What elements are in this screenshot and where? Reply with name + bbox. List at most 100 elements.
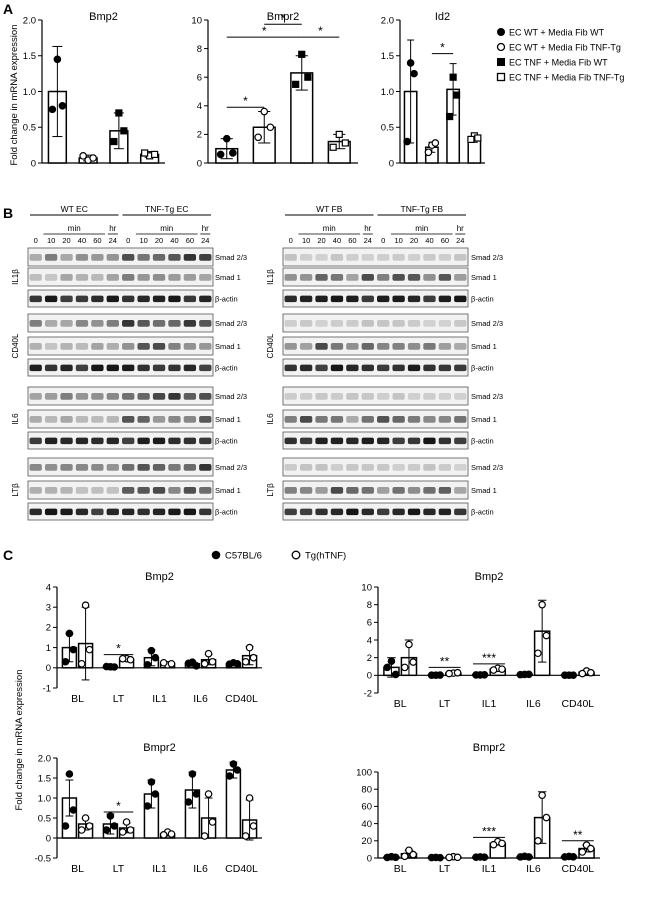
data-point bbox=[453, 853, 462, 862]
time-unit-hr: hr bbox=[364, 224, 371, 233]
band bbox=[44, 486, 58, 494]
band bbox=[29, 508, 42, 516]
band bbox=[392, 253, 405, 261]
data-point bbox=[208, 657, 217, 666]
y-tick-label: -1 bbox=[43, 683, 51, 694]
blot-strip bbox=[27, 409, 214, 429]
band bbox=[44, 508, 58, 516]
data-point bbox=[534, 836, 542, 845]
band bbox=[284, 392, 297, 400]
timepoint-label: 0 bbox=[289, 236, 293, 245]
y-tick-label: -2 bbox=[364, 688, 372, 699]
y-tick-label: 6 bbox=[197, 73, 202, 84]
band bbox=[392, 364, 405, 372]
x-tick-label: IL1 bbox=[482, 863, 497, 875]
band bbox=[152, 463, 166, 471]
x-tick-label: LT bbox=[439, 863, 451, 875]
x-tick-label: IL6 bbox=[526, 698, 541, 710]
data-point bbox=[184, 798, 193, 806]
data-point bbox=[452, 91, 461, 99]
band bbox=[29, 342, 42, 350]
data-point bbox=[77, 659, 86, 668]
data-point bbox=[65, 629, 74, 638]
band bbox=[199, 253, 212, 261]
band bbox=[137, 486, 150, 494]
data-point bbox=[200, 832, 209, 840]
band bbox=[137, 415, 150, 423]
y-tick-label: 0 bbox=[46, 663, 51, 674]
band bbox=[91, 342, 104, 350]
band bbox=[137, 342, 150, 350]
band-label: Smad 2/3 bbox=[471, 319, 503, 328]
band bbox=[423, 295, 436, 303]
band bbox=[91, 463, 104, 471]
band bbox=[183, 392, 197, 400]
band bbox=[423, 364, 436, 372]
band bbox=[60, 319, 73, 327]
legend-marker-open-circle bbox=[291, 550, 301, 560]
band bbox=[44, 273, 58, 281]
chart-title: Bmpr2 bbox=[267, 11, 299, 23]
band bbox=[168, 463, 181, 471]
band bbox=[315, 415, 328, 423]
band-label: β-actin bbox=[471, 295, 494, 304]
band bbox=[438, 463, 452, 471]
band bbox=[423, 508, 436, 516]
band bbox=[361, 415, 374, 423]
band bbox=[346, 437, 359, 445]
treatment-label: LTβ bbox=[266, 483, 275, 497]
band bbox=[44, 463, 58, 471]
blot-strip bbox=[282, 457, 469, 477]
y-tick-label: 80 bbox=[361, 785, 372, 796]
band-label: β-actin bbox=[215, 364, 238, 373]
data-point bbox=[167, 830, 176, 838]
data-point bbox=[436, 853, 444, 862]
group-label: TNF-Tg EC bbox=[145, 204, 188, 214]
band bbox=[438, 364, 452, 372]
data-point bbox=[436, 671, 444, 679]
data-point bbox=[81, 814, 90, 822]
band bbox=[44, 342, 58, 350]
band-label: Smad 1 bbox=[471, 415, 497, 424]
band bbox=[44, 415, 58, 423]
timepoint-label: 60 bbox=[348, 236, 356, 245]
panel-c-legend: C57BL/6 Tg(hTNF) bbox=[211, 550, 346, 562]
data-point bbox=[245, 794, 254, 802]
band bbox=[377, 319, 390, 327]
band bbox=[106, 319, 119, 327]
band bbox=[377, 273, 390, 281]
data-point bbox=[204, 790, 213, 798]
x-tick-label: IL6 bbox=[193, 863, 208, 875]
panel-a-ylabel: Fold change in mRNA expression bbox=[9, 25, 20, 166]
band bbox=[407, 392, 421, 400]
band-label: Smad 1 bbox=[471, 273, 497, 282]
band bbox=[199, 273, 212, 281]
time-unit-min: min bbox=[68, 224, 81, 233]
data-point bbox=[241, 657, 250, 666]
y-tick-label: 8 bbox=[367, 600, 372, 611]
band-label: Smad 2/3 bbox=[215, 319, 247, 328]
band bbox=[75, 437, 89, 445]
data-point bbox=[102, 826, 111, 834]
band bbox=[91, 319, 104, 327]
y-tick-label: 40 bbox=[361, 819, 372, 830]
band bbox=[152, 295, 166, 303]
band bbox=[346, 392, 359, 400]
bar bbox=[225, 769, 242, 839]
time-unit-min: min bbox=[415, 224, 428, 233]
band bbox=[299, 392, 313, 400]
data-point bbox=[48, 105, 57, 114]
data-point bbox=[89, 154, 97, 162]
data-point bbox=[431, 139, 440, 147]
x-tick-label: BL bbox=[394, 863, 407, 875]
band bbox=[152, 486, 166, 494]
band bbox=[183, 364, 197, 372]
legend-label: EC WT + Media Fib WT bbox=[509, 28, 605, 38]
band-label: Smad 1 bbox=[215, 415, 241, 424]
band bbox=[44, 392, 58, 400]
band bbox=[438, 437, 452, 445]
data-point bbox=[498, 665, 506, 673]
band bbox=[361, 319, 374, 327]
y-tick-label: 0 bbox=[197, 158, 202, 169]
